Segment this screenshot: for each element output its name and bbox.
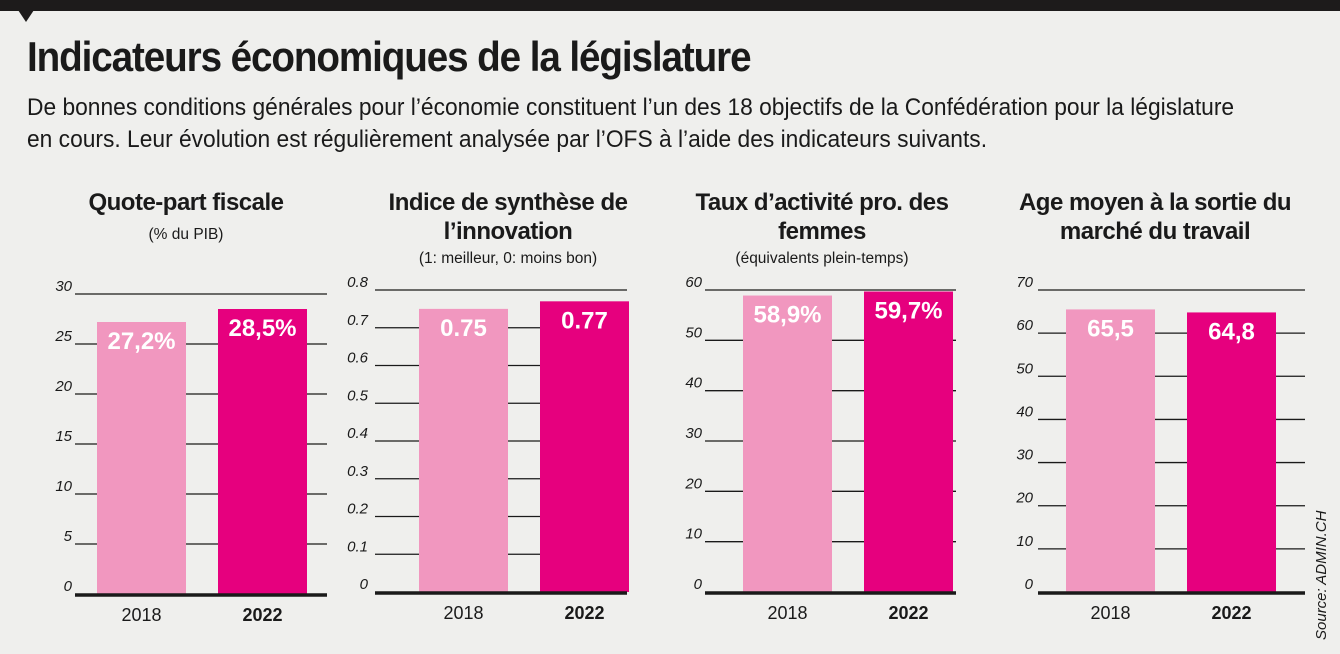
chart-3-note: (équivalents plein-temps) — [735, 250, 909, 267]
y-tick-label: 0.6 — [347, 350, 369, 367]
data-label: 27,2% — [107, 328, 175, 355]
chart-2-note: (1: meilleur, 0: moins bon) — [418, 250, 598, 267]
y-tick-label: 0.1 — [347, 538, 368, 555]
y-tick-label: 25 — [54, 328, 72, 345]
bar-2022 — [218, 309, 307, 594]
bar-2022 — [1187, 312, 1276, 592]
top-bar — [0, 0, 1340, 11]
bar-2018 — [743, 295, 832, 592]
y-tick-label: 10 — [685, 526, 702, 543]
y-tick-label: 0 — [360, 576, 369, 593]
y-tick-label: 20 — [684, 475, 702, 492]
page-subtitle: De bonnes conditions générales pour l’éc… — [27, 94, 1235, 153]
y-tick-label: 0 — [694, 576, 703, 593]
y-tick-label: 30 — [685, 425, 702, 442]
bar-2018 — [1066, 309, 1155, 592]
y-tick-label: 10 — [55, 478, 72, 495]
y-tick-label: 0.4 — [347, 425, 368, 442]
data-label: 0.77 — [561, 307, 608, 334]
bar-2022 — [540, 301, 629, 592]
x-tick-label: 2022 — [564, 603, 604, 623]
y-tick-label: 50 — [685, 324, 702, 341]
y-tick-label: 40 — [685, 375, 702, 392]
notch-marker — [18, 10, 34, 22]
bar-2018 — [97, 322, 186, 594]
y-tick-label: 0.8 — [347, 274, 369, 291]
y-tick-label: 20 — [1015, 490, 1033, 507]
y-tick-label: 0.5 — [347, 387, 369, 404]
y-tick-label: 60 — [685, 274, 702, 291]
y-tick-label: 70 — [1016, 274, 1033, 291]
x-tick-label: 2022 — [242, 605, 282, 625]
y-tick-label: 0 — [1025, 576, 1034, 593]
x-tick-label: 2022 — [888, 603, 928, 623]
y-tick-label: 0 — [64, 578, 73, 595]
data-label: 0.75 — [440, 315, 487, 342]
x-tick-label: 2018 — [767, 603, 807, 623]
y-tick-label: 0.2 — [347, 501, 369, 518]
y-tick-label: 15 — [55, 428, 72, 445]
data-label: 65,5 — [1087, 315, 1134, 342]
y-tick-label: 60 — [1016, 317, 1033, 334]
y-tick-label: 50 — [1016, 360, 1033, 377]
chart-1-note: (% du PIB) — [148, 226, 224, 243]
y-tick-label: 20 — [54, 378, 72, 395]
y-tick-label: 0.3 — [347, 463, 369, 480]
y-tick-label: 5 — [64, 528, 73, 545]
data-label: 59,7% — [874, 298, 942, 325]
data-label: 64,8 — [1208, 318, 1255, 345]
y-tick-label: 0.7 — [347, 312, 369, 329]
y-tick-label: 30 — [1016, 447, 1033, 464]
y-tick-label: 40 — [1016, 403, 1033, 420]
page-title: Indicateurs économiques de la législatur… — [27, 33, 752, 80]
x-tick-label: 2022 — [1211, 603, 1251, 623]
chart-4-title: Age moyen à la sortie du marché du trava… — [1018, 189, 1292, 245]
y-tick-label: 10 — [1016, 533, 1033, 550]
x-tick-label: 2018 — [1090, 603, 1130, 623]
bar-2022 — [864, 291, 953, 592]
x-tick-label: 2018 — [121, 605, 161, 625]
x-tick-label: 2018 — [443, 603, 483, 623]
bar-2018 — [419, 308, 508, 592]
chart-1-title: Quote-part fiscale — [88, 189, 284, 216]
chart-3-title: Taux d’activité pro. des femmes — [695, 189, 949, 245]
chart-2-title: Indice de synthèse de l’innovation — [388, 189, 628, 245]
data-label: 28,5% — [228, 315, 296, 342]
y-tick-label: 30 — [55, 278, 72, 295]
data-label: 58,9% — [753, 302, 821, 329]
